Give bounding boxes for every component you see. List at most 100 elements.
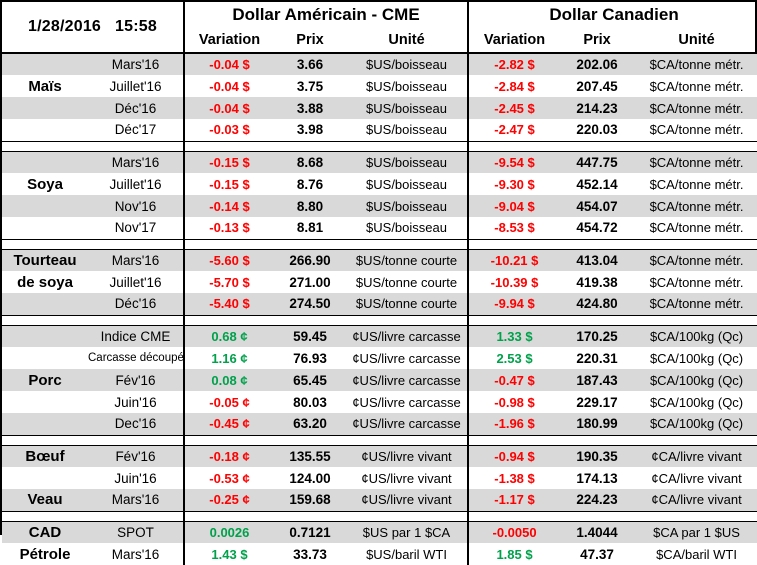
table-row: Soya Juillet'16 -0.15 $8.76 $US/boisseau -9.…: [2, 173, 757, 195]
spacer-cell-cad: [467, 434, 757, 446]
cad-unit: $CA/tonne métr.: [634, 119, 757, 141]
header-row-groups: 1/28/2016 15:58 Dollar Américain - CME Doll…: [2, 2, 757, 35]
usd-variation: -0.04 $: [183, 75, 274, 97]
usd-unit: ¢US/livre vivant: [346, 467, 469, 489]
spacer-cell-left: [2, 238, 184, 250]
usd-unit: $US/boisseau: [346, 173, 469, 195]
cad-price: 229.17: [560, 391, 635, 413]
cad-price: 424.80: [560, 293, 635, 315]
table-row: Nov'17 -0.13 $8.81 $US/boisseau -8.53 $454.…: [2, 217, 757, 239]
col-head-prix-usd: Prix: [296, 32, 324, 48]
cad-unit: $CA par 1 $US: [634, 521, 757, 543]
usd-price: 80.03: [274, 391, 346, 413]
cad-unit: ¢CA/livre vivant: [634, 489, 757, 511]
cad-variation: -1.17 $: [467, 489, 561, 511]
commodity-name: Tourteau: [2, 249, 88, 271]
cad-unit: $CA/tonne métr.: [634, 217, 757, 239]
commodity-name: Pétrole: [2, 543, 88, 565]
table-row: Indice CME 0.68 ¢ 59.45 ¢US/livre carcasse 1…: [2, 325, 757, 347]
usd-variation: 0.08 ¢: [183, 369, 274, 391]
table-row: Mars'16 -0.04 $3.66 $US/boisseau -2.82 $202…: [2, 52, 757, 75]
commodity-name: [2, 293, 88, 315]
cad-price: 170.25: [560, 325, 635, 347]
cad-unit: $CA/tonne métr.: [634, 195, 757, 217]
usd-price: 59.45: [274, 325, 346, 347]
cad-price: 207.45: [560, 75, 635, 97]
header-row-columns: Variation Prix Unité Variation Prix Unité: [2, 28, 757, 53]
group-title-usd: Dollar Américain - CME: [182, 2, 469, 28]
table-row: CAD SPOT 0.0026 0.7121 $US par 1 $CA -0.0050 1…: [2, 521, 757, 543]
usd-unit: $US/tonne courte: [346, 271, 469, 293]
commodity-name: [2, 97, 88, 119]
cad-price: 452.14: [560, 173, 635, 195]
cad-variation: -2.84 $: [467, 75, 561, 97]
section-spacer: [2, 434, 757, 446]
col-head-prix-cad: Prix: [583, 32, 611, 48]
cad-unit: $CA/100kg (Qc): [634, 325, 757, 347]
usd-variation: -0.04 $: [183, 52, 274, 75]
cad-price: 419.38: [560, 271, 635, 293]
cad-variation: -8.53 $: [467, 217, 561, 239]
usd-price: 8.68: [274, 151, 346, 173]
spacer-cell-usd: [182, 314, 469, 326]
cad-price: 220.31: [560, 347, 635, 369]
cad-variation: 2.53 $: [467, 347, 561, 369]
usd-variation: -0.15 $: [183, 173, 274, 195]
usd-unit: $US/boisseau: [346, 119, 469, 141]
contract-term: Fév'16: [88, 369, 184, 391]
cad-price: 413.04: [560, 249, 635, 271]
cad-unit: $CA/tonne métr.: [634, 271, 757, 293]
contract-term: Juillet'16: [88, 271, 184, 293]
cad-variation: -0.0050: [467, 521, 561, 543]
usd-price: 76.93: [274, 347, 346, 369]
cad-variation: 1.33 $: [467, 325, 561, 347]
spacer-cell-cad: [467, 140, 757, 152]
contract-term: Mars'16: [88, 489, 184, 511]
spacer-cell-usd: [182, 510, 469, 522]
table-row: Déc'16 -5.40 $274.50 $US/tonne courte -9.94…: [2, 293, 757, 315]
contract-term: Mars'16: [88, 151, 184, 173]
cad-unit: $CA/baril WTI: [634, 543, 757, 565]
usd-price: 271.00: [274, 271, 346, 293]
spacer-cell-left: [2, 140, 184, 152]
commodity-name: Porc: [2, 369, 88, 391]
usd-price: 3.88: [274, 97, 346, 119]
usd-unit: $US/tonne courte: [346, 293, 469, 315]
cad-variation: -10.39 $: [467, 271, 561, 293]
usd-variation: -0.14 $: [183, 195, 274, 217]
usd-price: 65.45: [274, 369, 346, 391]
table-row: Bœuf Fév'16 -0.18 ¢ 135.55 ¢US/livre vivant -…: [2, 445, 757, 467]
cad-variation: -1.38 $: [467, 467, 561, 489]
commodity-name: [2, 391, 88, 413]
cad-price: 187.43: [560, 369, 635, 391]
spacer-cell-usd: [182, 434, 469, 446]
contract-term: Indice CME: [88, 325, 184, 347]
usd-variation: -0.03 $: [183, 119, 274, 141]
cad-unit: $CA/tonne métr.: [634, 293, 757, 315]
section-spacer: [2, 314, 757, 326]
table-row: Déc'17 -0.03 $3.98 $US/boisseau -2.47 $220.…: [2, 119, 757, 141]
cad-unit: $CA/100kg (Qc): [634, 391, 757, 413]
table-row: Tourteau Mars'16 -5.60 $266.90 $US/tonne co…: [2, 249, 757, 271]
table-row: Carcasse découpée 1.16 ¢ 76.93 ¢US/livre ca…: [2, 347, 757, 369]
usd-unit: $US/boisseau: [346, 195, 469, 217]
contract-term: Mars'16: [88, 52, 184, 75]
usd-price: 8.76: [274, 173, 346, 195]
table-row: Juin'16 -0.53 ¢ 124.00 ¢US/livre vivant -1.3…: [2, 467, 757, 489]
cad-variation: -2.45 $: [467, 97, 561, 119]
cad-unit: $CA/100kg (Qc): [634, 413, 757, 435]
spacer-cell-left: [2, 510, 184, 522]
cad-variation: -2.47 $: [467, 119, 561, 141]
spacer-cell-cad: [467, 314, 757, 326]
cad-variation: -10.21 $: [467, 249, 561, 271]
usd-unit: $US/boisseau: [346, 52, 469, 75]
cad-price: 174.13: [560, 467, 635, 489]
usd-unit: $US/boisseau: [346, 151, 469, 173]
contract-term: Déc'17: [88, 119, 184, 141]
usd-unit: ¢US/livre carcasse: [346, 413, 469, 435]
cad-price: 454.07: [560, 195, 635, 217]
usd-price: 266.90: [274, 249, 346, 271]
spacer-cell-usd: [182, 140, 469, 152]
time-label: 15:58: [115, 18, 157, 35]
